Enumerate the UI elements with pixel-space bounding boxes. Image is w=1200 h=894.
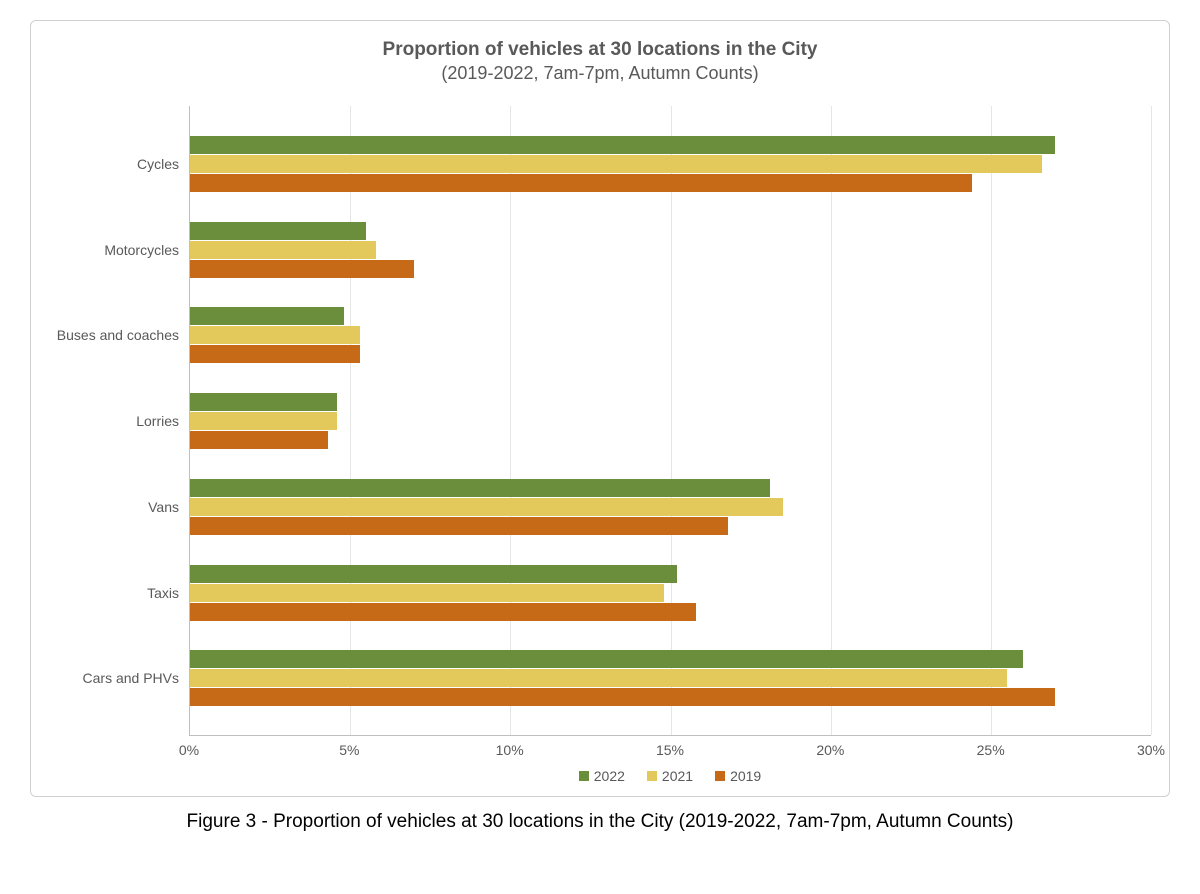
bar xyxy=(190,260,414,278)
gridline xyxy=(510,106,511,735)
x-tick-label: 0% xyxy=(179,742,199,758)
bar xyxy=(190,498,783,516)
bar xyxy=(190,326,360,344)
legend-item: 2021 xyxy=(647,768,693,784)
bar xyxy=(190,479,770,497)
x-axis: 0%5%10%15%20%25%30% xyxy=(189,736,1151,760)
chart-container: Proportion of vehicles at 30 locations i… xyxy=(30,20,1170,797)
plot-wrap: Cycles Motorcycles Buses and coaches Lorrie… xyxy=(49,106,1151,736)
bar xyxy=(190,307,344,325)
bar xyxy=(190,688,1055,706)
bar xyxy=(190,136,1055,154)
x-tick-label: 30% xyxy=(1137,742,1165,758)
legend-label: 2022 xyxy=(594,768,625,784)
bar xyxy=(190,669,1007,687)
bar xyxy=(190,431,328,449)
legend-label: 2019 xyxy=(730,768,761,784)
legend-swatch xyxy=(647,771,657,781)
bar xyxy=(190,603,696,621)
legend-swatch xyxy=(579,771,589,781)
legend-item: 2022 xyxy=(579,768,625,784)
legend-item: 2019 xyxy=(715,768,761,784)
category-label: Cars and PHVs xyxy=(83,670,179,686)
bar xyxy=(190,565,677,583)
gridline xyxy=(671,106,672,735)
chart-subtitle: (2019-2022, 7am-7pm, Autumn Counts) xyxy=(49,63,1151,84)
gridline xyxy=(350,106,351,735)
x-tick-label: 25% xyxy=(977,742,1005,758)
bar xyxy=(190,517,728,535)
category-label: Motorcycles xyxy=(104,242,179,258)
y-axis: Cycles Motorcycles Buses and coaches Lorrie… xyxy=(49,106,189,736)
bar xyxy=(190,174,972,192)
figure-caption: Figure 3 - Proportion of vehicles at 30 … xyxy=(30,811,1170,833)
category-label: Lorries xyxy=(136,413,179,429)
category-label: Vans xyxy=(148,499,179,515)
x-tick-label: 20% xyxy=(816,742,844,758)
category-label: Buses and coaches xyxy=(57,327,179,343)
x-tick-label: 10% xyxy=(496,742,524,758)
bar xyxy=(190,345,360,363)
bar xyxy=(190,393,337,411)
bar xyxy=(190,241,376,259)
chart-title: Proportion of vehicles at 30 locations i… xyxy=(49,39,1151,61)
bar xyxy=(190,222,366,240)
legend-label: 2021 xyxy=(662,768,693,784)
gridline xyxy=(991,106,992,735)
plot-area xyxy=(189,106,1151,736)
x-tick-label: 15% xyxy=(656,742,684,758)
x-tick-label: 5% xyxy=(339,742,359,758)
bar xyxy=(190,584,664,602)
category-label: Taxis xyxy=(147,585,179,601)
category-label: Cycles xyxy=(137,156,179,172)
legend-swatch xyxy=(715,771,725,781)
legend: 2022 2021 2019 xyxy=(189,768,1151,784)
gridline xyxy=(1151,106,1152,735)
gridline xyxy=(831,106,832,735)
bar xyxy=(190,650,1023,668)
bar xyxy=(190,155,1042,173)
bar xyxy=(190,412,337,430)
